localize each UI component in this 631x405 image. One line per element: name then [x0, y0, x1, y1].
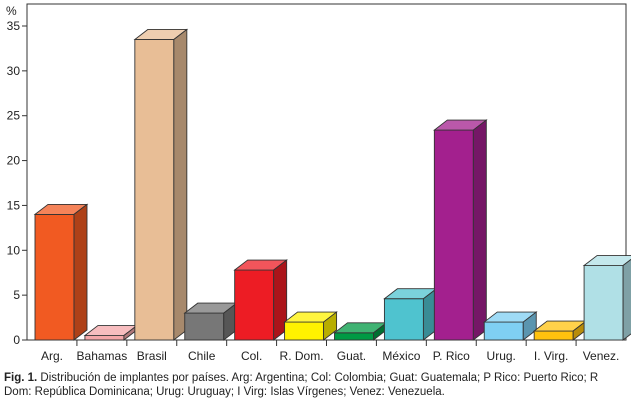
- bar-front: [184, 312, 225, 341]
- x-category-label: I. Virg.: [534, 349, 568, 363]
- bar-top: [582, 255, 631, 266]
- bar-side: [622, 258, 631, 341]
- x-category-label: Chile: [188, 349, 216, 363]
- x-category-label: Venez.: [583, 349, 620, 363]
- caption-text: Distribución de implantes por países. Ar…: [4, 372, 599, 398]
- y-tick-label: 5: [13, 288, 20, 302]
- bar-front: [433, 129, 474, 341]
- bar: [532, 320, 588, 341]
- bar-front: [383, 298, 424, 341]
- bar-front: [84, 335, 125, 341]
- bar-front: [533, 330, 574, 341]
- bar: [233, 259, 288, 341]
- bar: [482, 311, 538, 341]
- bar: [183, 302, 239, 341]
- bar-front: [234, 269, 275, 341]
- x-category-label: Brasil: [137, 349, 167, 363]
- y-axis-label: %: [6, 4, 17, 18]
- bar: [383, 287, 438, 341]
- figure-caption: Fig. 1. Distribución de implantes por pa…: [4, 371, 628, 399]
- y-tick-label: 35: [7, 19, 21, 33]
- y-tick-label: 25: [7, 109, 21, 123]
- bar-front: [134, 39, 175, 341]
- y-tick-label: 0: [13, 333, 20, 347]
- bar-side: [472, 119, 487, 341]
- bar-side: [323, 311, 338, 341]
- bar: [582, 255, 631, 341]
- bar-chart: % 0 5 10 15 20 25 30 35 Arg. Bahamas Brasil Chile C…: [6, 3, 631, 363]
- x-category-label: México: [382, 349, 420, 363]
- bar: [433, 119, 488, 341]
- x-category-label: R. Dom.: [280, 349, 324, 363]
- x-category-label: Arg.: [41, 349, 63, 363]
- bar-front: [583, 265, 624, 341]
- bar-front: [284, 321, 325, 341]
- y-tick-label: 30: [7, 64, 21, 78]
- y-tick-label: 10: [7, 243, 21, 257]
- bar: [283, 311, 338, 341]
- plot-frame: [26, 3, 627, 341]
- bar-side: [173, 28, 188, 341]
- bar-front: [334, 332, 374, 341]
- bar-side: [73, 203, 88, 341]
- x-category-label: Col.: [241, 349, 262, 363]
- bar: [133, 28, 189, 341]
- bar: [333, 321, 388, 341]
- x-category-label: Guat.: [337, 349, 366, 363]
- bar: [83, 324, 139, 341]
- bar: [33, 203, 89, 341]
- caption-label: Fig. 1.: [4, 372, 38, 384]
- bar-front: [483, 321, 524, 341]
- x-category-label: Urug.: [487, 349, 516, 363]
- y-tick-label: 15: [7, 198, 21, 212]
- y-tick-label: 20: [7, 154, 21, 168]
- x-category-label: Bahamas: [77, 349, 128, 363]
- x-category-label: P. Rico: [433, 349, 470, 363]
- bar-front: [34, 213, 75, 341]
